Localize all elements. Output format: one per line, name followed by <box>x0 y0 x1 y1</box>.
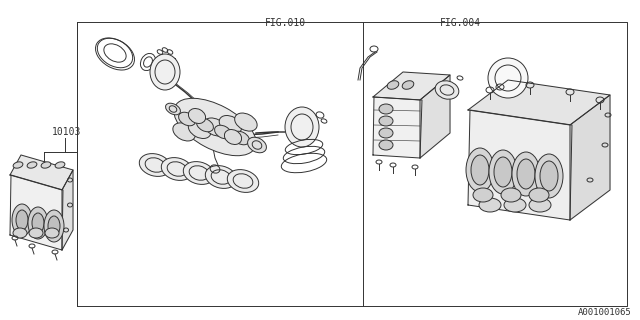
Ellipse shape <box>196 118 213 132</box>
Polygon shape <box>10 175 63 250</box>
Ellipse shape <box>140 154 171 176</box>
Text: 10103: 10103 <box>52 127 81 137</box>
Polygon shape <box>468 80 610 125</box>
Ellipse shape <box>29 228 43 238</box>
Ellipse shape <box>41 162 51 168</box>
Ellipse shape <box>220 116 242 133</box>
Polygon shape <box>468 110 572 220</box>
Ellipse shape <box>27 162 37 168</box>
Ellipse shape <box>387 81 399 89</box>
Ellipse shape <box>225 130 241 145</box>
Ellipse shape <box>517 159 535 189</box>
Ellipse shape <box>214 125 232 139</box>
Ellipse shape <box>379 116 393 126</box>
Ellipse shape <box>235 113 257 131</box>
Ellipse shape <box>183 162 214 184</box>
Ellipse shape <box>473 188 493 202</box>
Ellipse shape <box>232 131 250 145</box>
Ellipse shape <box>512 152 540 196</box>
Text: FIG.010: FIG.010 <box>264 18 305 28</box>
Ellipse shape <box>488 58 528 98</box>
Ellipse shape <box>504 198 526 212</box>
Ellipse shape <box>535 154 563 198</box>
Ellipse shape <box>466 148 494 192</box>
Polygon shape <box>10 155 73 190</box>
Ellipse shape <box>174 98 256 156</box>
Polygon shape <box>373 72 450 100</box>
Ellipse shape <box>150 54 180 90</box>
Ellipse shape <box>435 81 459 99</box>
Ellipse shape <box>227 170 259 192</box>
Polygon shape <box>570 95 610 220</box>
Ellipse shape <box>501 188 521 202</box>
Text: FIG.004: FIG.004 <box>440 18 481 28</box>
Ellipse shape <box>489 150 517 194</box>
Ellipse shape <box>248 137 266 153</box>
Ellipse shape <box>13 228 27 238</box>
Ellipse shape <box>379 104 393 114</box>
Ellipse shape <box>479 198 501 212</box>
Polygon shape <box>420 75 450 158</box>
Ellipse shape <box>45 228 59 238</box>
Ellipse shape <box>188 120 211 139</box>
Ellipse shape <box>205 165 237 188</box>
Ellipse shape <box>173 123 195 141</box>
Ellipse shape <box>48 216 60 236</box>
Ellipse shape <box>379 140 393 150</box>
Ellipse shape <box>379 128 393 138</box>
Ellipse shape <box>188 108 205 124</box>
Ellipse shape <box>161 157 193 180</box>
Ellipse shape <box>166 103 180 115</box>
Ellipse shape <box>13 162 23 168</box>
Ellipse shape <box>44 210 64 242</box>
Ellipse shape <box>28 207 48 239</box>
Ellipse shape <box>529 188 549 202</box>
Ellipse shape <box>285 107 319 147</box>
Ellipse shape <box>55 162 65 168</box>
Ellipse shape <box>529 198 551 212</box>
Ellipse shape <box>494 157 512 187</box>
Ellipse shape <box>204 118 227 136</box>
Ellipse shape <box>179 112 195 126</box>
Ellipse shape <box>471 155 489 185</box>
Ellipse shape <box>32 213 44 233</box>
Text: A001001065: A001001065 <box>579 308 632 317</box>
Ellipse shape <box>12 204 32 236</box>
Polygon shape <box>62 170 73 250</box>
Polygon shape <box>373 97 422 158</box>
Ellipse shape <box>402 81 414 89</box>
Ellipse shape <box>16 210 28 230</box>
Ellipse shape <box>540 161 558 191</box>
